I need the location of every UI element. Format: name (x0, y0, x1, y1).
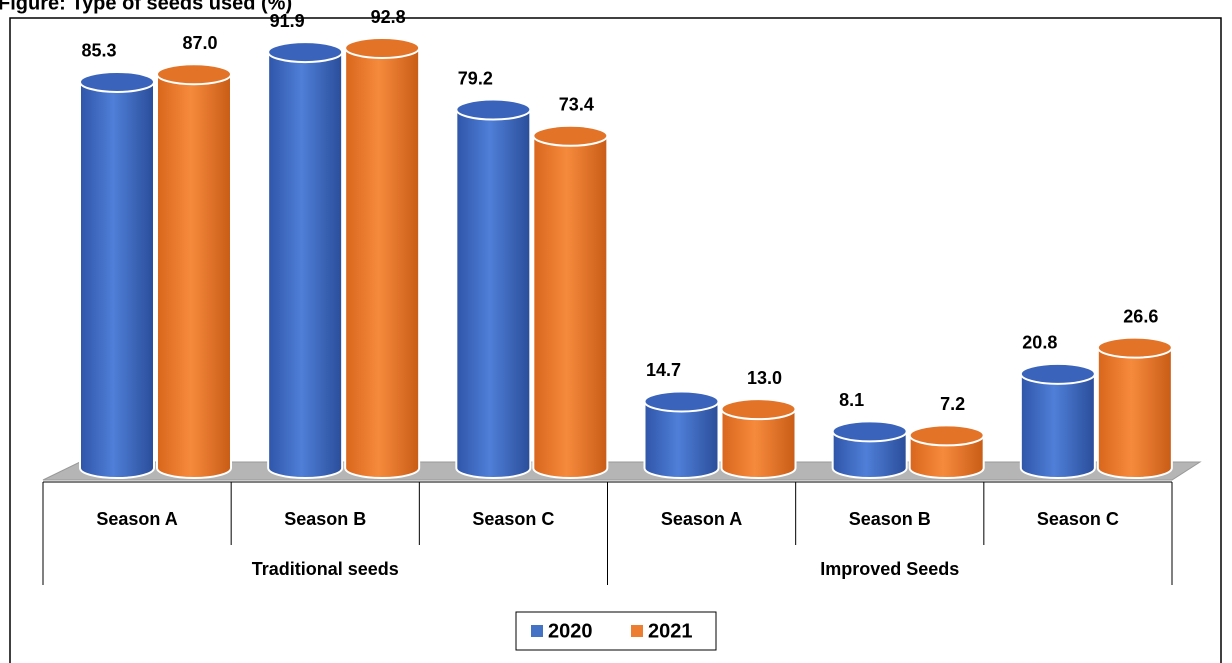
legend-label: 2020 (548, 620, 593, 642)
x-tick-label: Season A (96, 509, 177, 529)
cylinder-top (1096, 336, 1173, 359)
cylinder-top (267, 41, 344, 64)
value-label: 87.0 (182, 33, 217, 53)
x-tick-label: Season B (849, 509, 931, 529)
legend-swatch (531, 625, 543, 637)
cylinder (908, 434, 985, 479)
cylinder (643, 400, 720, 479)
cylinder-top (79, 70, 155, 93)
cylinder (455, 108, 532, 479)
cylinder-top (532, 124, 609, 147)
value-label: 8.1 (839, 390, 864, 410)
value-label: 79.2 (458, 68, 493, 88)
value-label: 26.6 (1123, 306, 1158, 326)
cylinder (267, 51, 344, 479)
cylinder (79, 80, 155, 479)
cylinder (1019, 372, 1096, 479)
cylinder (344, 47, 421, 479)
cylinder-top (156, 63, 232, 86)
cylinder-top (720, 398, 797, 421)
value-label: 92.8 (371, 7, 406, 27)
chart-title: Figure: Type of seeds used (%) (0, 0, 292, 14)
cylinder (1096, 346, 1173, 479)
cylinder (532, 134, 609, 479)
value-label: 7.2 (940, 394, 965, 414)
chart-border (9, 17, 1222, 663)
legend-box (515, 611, 717, 651)
cylinder-top (908, 424, 985, 447)
cylinder (720, 408, 797, 479)
x-tick-label: Season C (1037, 509, 1119, 529)
group-label: Traditional seeds (252, 559, 399, 579)
x-tick-label: Season A (661, 509, 742, 529)
legend-swatch (631, 625, 643, 637)
legend-label: 2021 (648, 620, 693, 642)
cylinder (156, 73, 232, 479)
value-label: 20.8 (1022, 333, 1057, 353)
cylinder (831, 430, 908, 479)
value-label: 13.0 (747, 368, 782, 388)
value-label: 91.9 (270, 11, 305, 31)
x-tick-label: Season C (472, 509, 554, 529)
cylinder-top (455, 98, 532, 121)
cylinder-top (344, 37, 421, 59)
x-tick-label: Season B (284, 509, 366, 529)
cylinder-top (1019, 362, 1096, 385)
group-label: Improved Seeds (820, 559, 959, 579)
value-label: 14.7 (646, 360, 681, 380)
value-label: 73.4 (559, 95, 594, 115)
cylinder-top (831, 420, 908, 443)
cylinder-top (643, 390, 720, 413)
value-label: 85.3 (81, 41, 116, 61)
